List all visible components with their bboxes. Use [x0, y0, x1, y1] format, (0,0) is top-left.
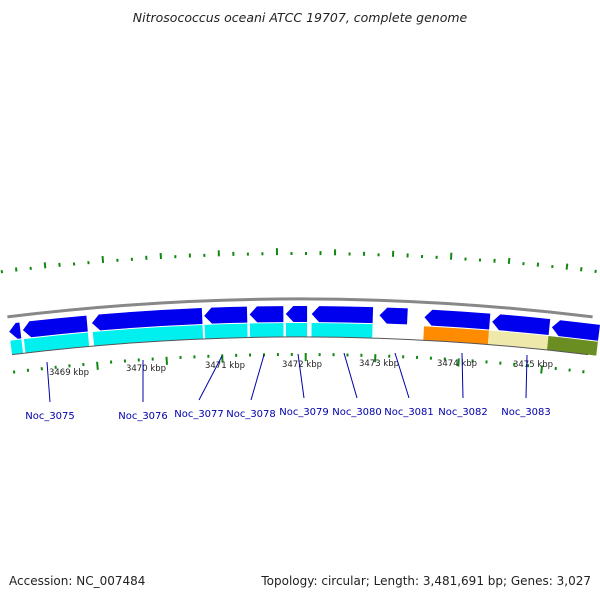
cds-feature: [205, 324, 248, 339]
scale-label: 3469 kbp: [49, 368, 89, 378]
label-leader: [251, 355, 264, 400]
forward-gene: [9, 323, 21, 339]
forward-gene: [312, 306, 373, 323]
gene-label: Noc_3079: [279, 407, 329, 418]
gc-skew-tick: [567, 264, 568, 270]
gene-label: Noc_3077: [174, 409, 224, 420]
map-title: Nitrosococcus oceani ATCC 19707, complet…: [0, 10, 600, 25]
gc-skew-tick: [581, 267, 582, 271]
forward-gene: [250, 306, 284, 322]
scale-label: 3471 kbp: [205, 361, 245, 371]
scale-label: 3470 kbp: [126, 364, 166, 374]
gene-label: Noc_3078: [226, 409, 276, 420]
scale-label: 3472 kbp: [282, 360, 322, 370]
forward-gene: [425, 310, 491, 330]
accession-label: Accession: NC_007484: [9, 574, 145, 588]
forward-gene: [204, 307, 247, 324]
position-tick: [167, 357, 168, 365]
gc-skew-tick: [103, 256, 104, 263]
gene-label: Noc_3083: [501, 407, 551, 418]
gene-label: Noc_3081: [384, 407, 434, 418]
gene-label: Noc_3075: [25, 411, 75, 422]
gc-skew-tick: [45, 262, 46, 268]
forward-gene: [380, 308, 408, 325]
cds-feature: [10, 339, 23, 354]
topology-summary: Topology: circular; Length: 3,481,691 bp…: [261, 574, 591, 588]
cds-feature: [250, 323, 284, 337]
gc-skew-tick: [509, 258, 510, 264]
gene-label: Noc_3080: [332, 407, 382, 418]
gene-label: Noc_3076: [118, 411, 168, 422]
label-leader: [395, 353, 409, 398]
gene-label: Noc_3082: [438, 407, 488, 418]
label-leader: [344, 353, 357, 398]
scale-label: 3475 kbp: [513, 360, 553, 370]
position-tick: [97, 362, 98, 370]
forward-gene: [286, 306, 307, 322]
cds-feature: [286, 323, 307, 337]
cds-feature: [312, 323, 373, 338]
scale-label: 3473 kbp: [359, 359, 399, 369]
scale-label: 3474 kbp: [437, 359, 477, 369]
